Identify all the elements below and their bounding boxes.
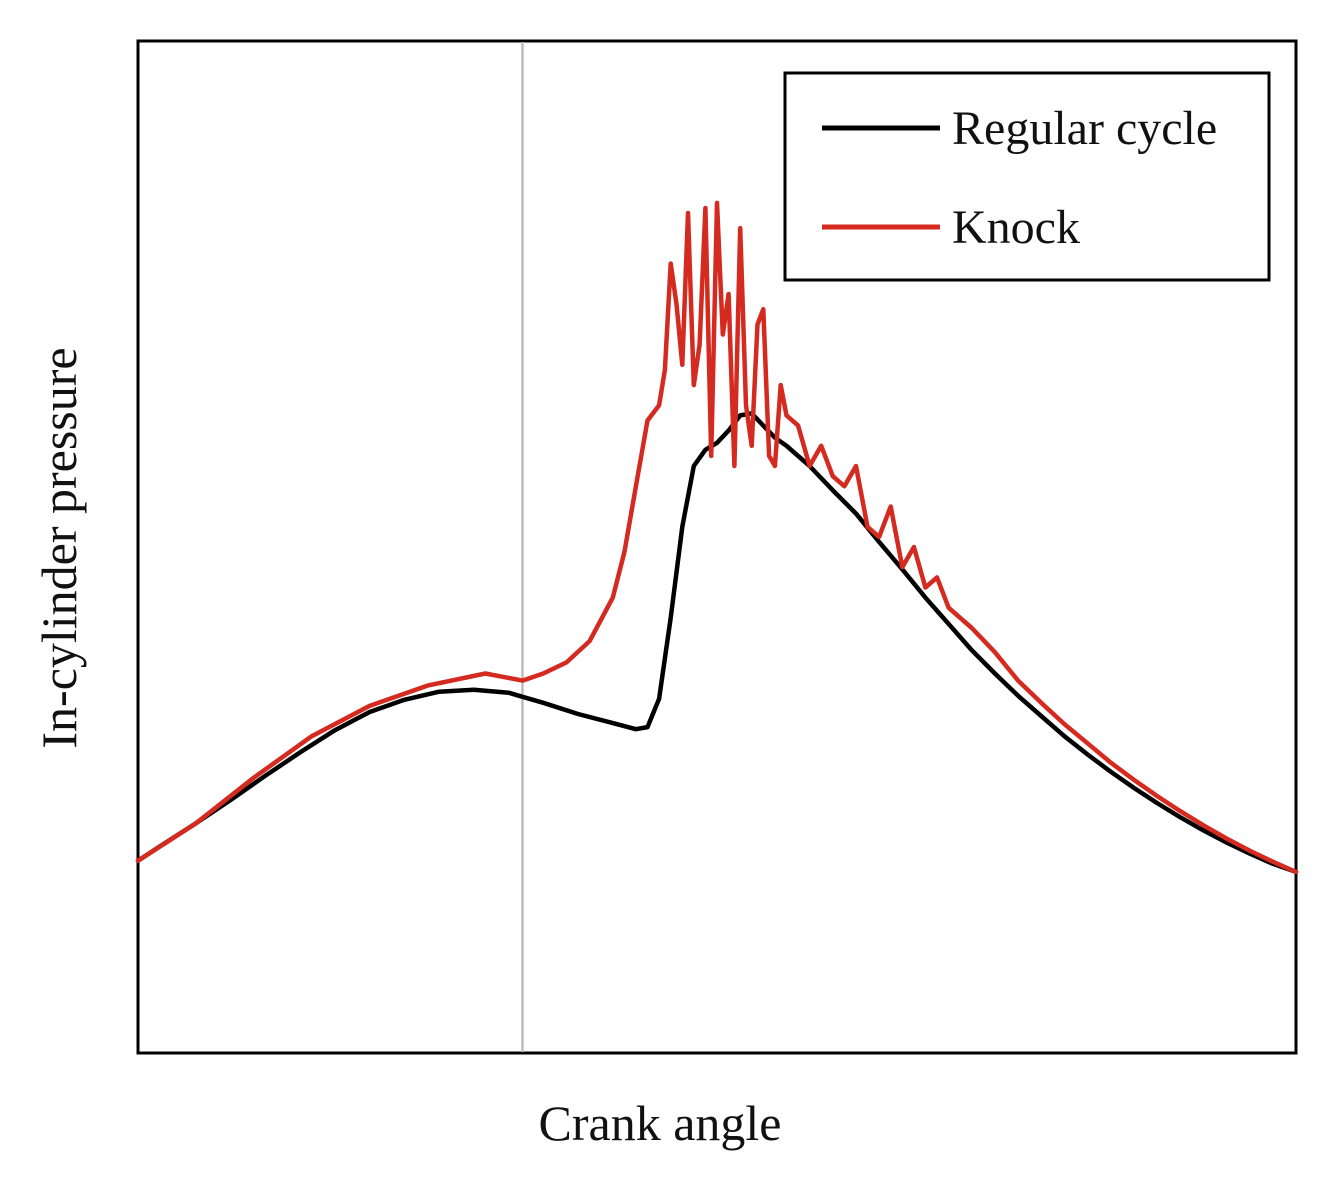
legend-label-knock: Knock (952, 201, 1080, 254)
legend-items: Regular cycle Knock (822, 102, 1217, 254)
legend-label-regular-cycle: Regular cycle (952, 102, 1217, 155)
plot-area-frame (136, 39, 1298, 1055)
series-line-knock (135, 200, 1299, 875)
x-axis-label: Crank angle (539, 1095, 782, 1151)
legend-box (783, 71, 1271, 282)
series-group (135, 200, 1299, 875)
legend: Regular cycle Knock (783, 71, 1271, 282)
y-axis-label: In-cylinder pressure (31, 347, 87, 748)
series-line-regular-cycle (135, 411, 1299, 875)
